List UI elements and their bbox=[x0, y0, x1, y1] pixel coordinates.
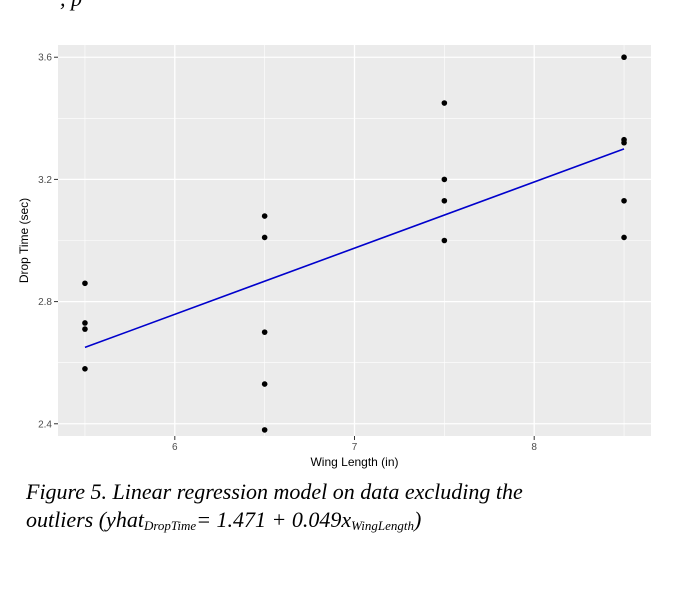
data-point bbox=[82, 280, 88, 287]
data-point bbox=[261, 329, 268, 335]
data-point bbox=[261, 427, 268, 433]
y-tick-label: 2.8 bbox=[38, 297, 52, 308]
data-point bbox=[82, 320, 88, 326]
data-points bbox=[82, 54, 627, 433]
caption-text: ) bbox=[414, 507, 422, 532]
caption-subscript: DropTime bbox=[143, 518, 197, 533]
data-point bbox=[441, 197, 448, 204]
data-point bbox=[621, 234, 627, 241]
figure-caption: Figure 5. Linear regression model on dat… bbox=[26, 478, 656, 540]
data-point bbox=[441, 100, 448, 106]
preceding-text-fragment: , p bbox=[60, 0, 82, 12]
data-point bbox=[82, 365, 88, 372]
caption-text: outliers (yhat bbox=[26, 507, 144, 532]
y-axis-title: Drop Time (sec) bbox=[17, 198, 31, 283]
x-axis-title: Wing Length (in) bbox=[310, 455, 398, 469]
x-tick-label: 7 bbox=[352, 442, 358, 453]
data-point bbox=[621, 197, 627, 204]
caption-subscript: WingLength bbox=[351, 518, 414, 533]
x-tick-label: 8 bbox=[531, 442, 537, 453]
y-tick-label: 3.2 bbox=[38, 175, 52, 186]
data-point bbox=[441, 237, 448, 244]
regression-line bbox=[84, 148, 625, 349]
data-point bbox=[82, 326, 88, 332]
x-tick-label: 6 bbox=[172, 442, 178, 453]
caption-line-2: outliers (yhatDropTime= 1.471 + 0.049xWi… bbox=[26, 506, 656, 540]
scatter-chart: 6 7 8 2.4 2.8 3.2 3.6 Wing Length (in) Drop Ti… bbox=[17, 45, 651, 469]
tick-labels: 6 7 8 2.4 2.8 3.2 3.6 bbox=[38, 53, 537, 453]
data-point bbox=[261, 381, 268, 387]
axis-ticks bbox=[54, 56, 535, 440]
data-point bbox=[261, 213, 268, 219]
data-point bbox=[621, 139, 627, 146]
y-tick-label: 2.4 bbox=[38, 419, 52, 430]
caption-text: = 1.471 + 0.049x bbox=[196, 507, 352, 532]
data-point bbox=[621, 54, 627, 61]
data-point bbox=[261, 234, 268, 241]
data-point bbox=[441, 176, 448, 183]
caption-line-1: Figure 5. Linear regression model on dat… bbox=[26, 479, 523, 504]
y-tick-label: 3.6 bbox=[38, 53, 52, 64]
major-gridlines bbox=[58, 45, 651, 436]
